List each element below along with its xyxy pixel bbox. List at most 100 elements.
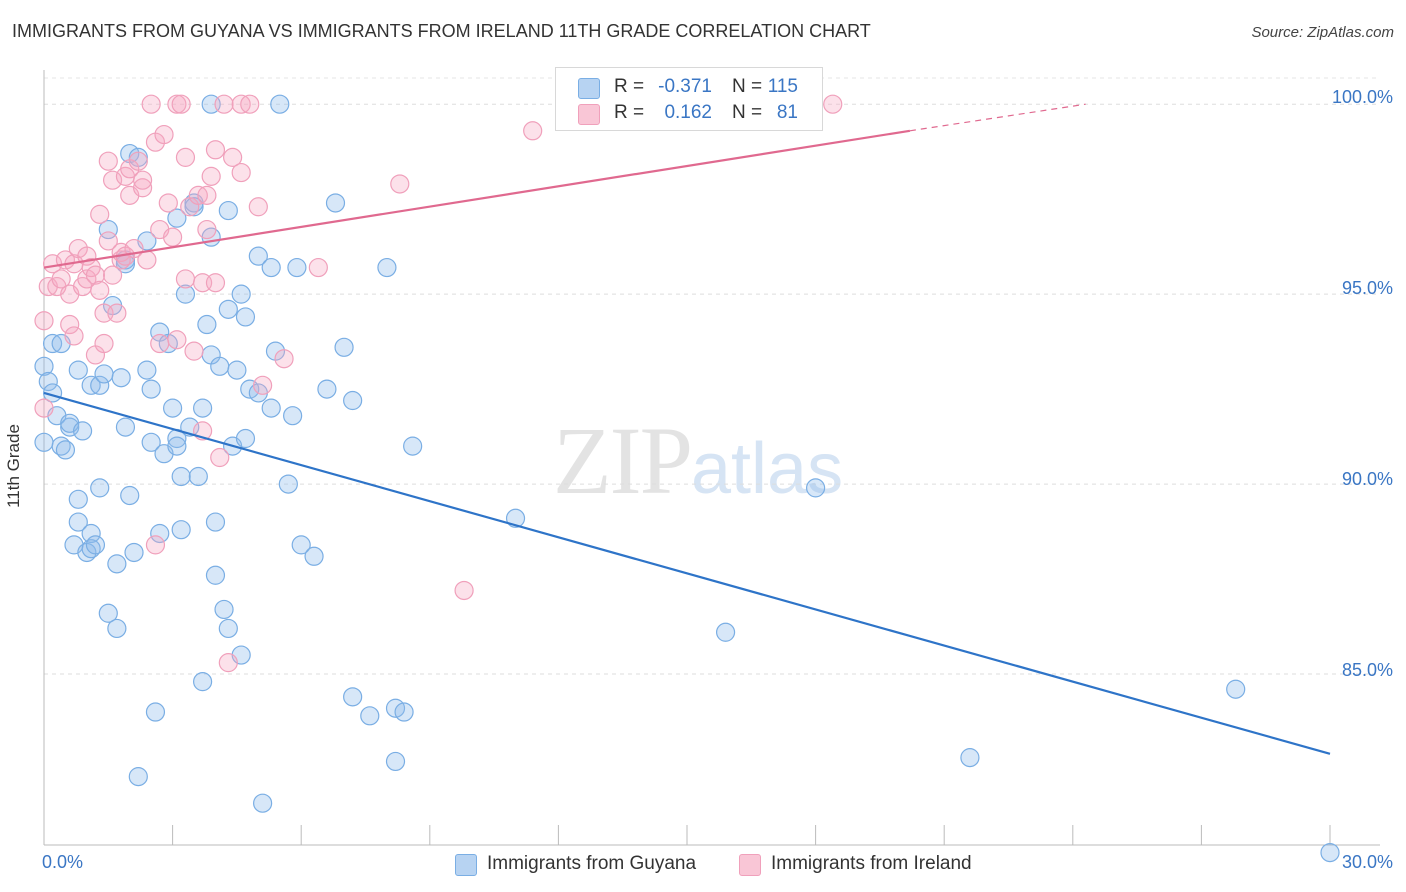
guyana-point <box>98 603 118 623</box>
ireland-point <box>85 265 106 285</box>
guyana-point <box>184 197 204 217</box>
ireland-trend-extension <box>909 103 1086 132</box>
watermark: ZIPatlas <box>553 405 843 516</box>
guyana-point <box>227 360 247 380</box>
guyana-point <box>137 360 157 380</box>
guyana-point <box>377 257 397 278</box>
guyana-point <box>235 428 256 449</box>
guyana-point <box>150 523 170 544</box>
ireland-point <box>145 535 166 555</box>
guyana-point <box>343 687 363 707</box>
guyana-point <box>90 375 110 395</box>
guyana-point <box>141 379 161 399</box>
ireland-point <box>218 653 238 673</box>
ireland-point <box>197 185 217 205</box>
ireland-point <box>90 280 110 300</box>
guyana-point <box>163 398 183 418</box>
guyana-point <box>111 368 131 388</box>
ireland-point <box>223 147 243 167</box>
guyana-point <box>193 672 213 692</box>
x-tick-label-min: 0.0% <box>42 852 84 872</box>
ireland-point <box>51 269 71 289</box>
guyana-point <box>34 432 54 452</box>
guyana-point <box>68 512 88 532</box>
ireland-trend-line <box>43 129 911 269</box>
guyana-point <box>360 706 380 726</box>
guyana-point <box>81 523 101 544</box>
guyana-point <box>115 417 136 437</box>
ireland-point <box>60 314 80 335</box>
guyana-point <box>403 436 423 456</box>
guyana-point <box>94 364 114 384</box>
legend-swatch-blue <box>578 78 600 99</box>
guyana-point <box>394 702 414 722</box>
guyana-point <box>90 478 110 498</box>
ireland-point <box>823 94 843 114</box>
guyana-point <box>218 200 238 221</box>
guyana-point <box>171 520 191 540</box>
guyana-point <box>805 478 826 498</box>
ireland-point <box>98 151 118 171</box>
ireland-point <box>98 231 118 251</box>
ireland-point <box>523 121 543 141</box>
ireland-point <box>205 273 226 293</box>
ireland-point <box>175 269 196 289</box>
ireland-point <box>201 166 221 186</box>
legend-r-value: -0.371 <box>658 76 712 97</box>
bottom-legend-label: Immigrants from Ireland <box>771 853 972 874</box>
ireland-point <box>197 219 217 240</box>
guyana-point <box>214 599 234 620</box>
guyana-point <box>278 474 298 494</box>
guyana-point <box>210 356 230 376</box>
guyana-point <box>334 337 354 357</box>
guyana-point <box>715 622 736 642</box>
ireland-point <box>308 257 328 278</box>
guyana-point <box>291 535 311 555</box>
watermark-atlas: atlas <box>691 429 844 509</box>
legend-n-label: N = <box>732 76 763 97</box>
ireland-point <box>150 333 170 354</box>
bottom-legend-swatch-blue <box>455 854 477 876</box>
guyana-point <box>193 398 213 418</box>
y-tick-label: 100.0% <box>1331 87 1393 107</box>
ireland-point <box>167 94 187 114</box>
guyana-point <box>68 489 88 509</box>
guyana-point <box>205 512 226 532</box>
legend-n-label: N = <box>732 102 763 123</box>
ireland-point <box>184 341 204 361</box>
bottom-legend-label: Immigrants from Guyana <box>487 853 697 874</box>
ireland-point <box>34 311 54 331</box>
ireland-point <box>240 94 260 114</box>
y-tick-label: 95.0% <box>1341 278 1393 298</box>
guyana-point <box>141 432 161 452</box>
ireland-point <box>102 170 123 190</box>
ireland-point <box>390 174 410 194</box>
guyana-point <box>231 284 251 304</box>
guyana-point <box>107 618 127 639</box>
guyana-point <box>85 535 106 555</box>
ireland-point <box>107 303 127 323</box>
source-label: Source: ZipAtlas.com <box>1251 24 1394 41</box>
guyana-point <box>304 546 324 566</box>
guyana-point <box>128 767 148 787</box>
guyana-point <box>218 618 238 639</box>
legend-n-value: 115 <box>767 76 798 97</box>
guyana-point <box>253 793 273 813</box>
guyana-point <box>505 508 526 528</box>
guyana-point <box>197 314 217 335</box>
legend-n-value: 81 <box>776 102 798 123</box>
legend-r-label: R = <box>614 76 645 97</box>
guyana-point <box>960 748 980 768</box>
y-tick-label: 85.0% <box>1341 660 1393 680</box>
guyana-point <box>38 371 58 392</box>
bottom-legend-swatch-pink <box>739 854 761 876</box>
guyana-point <box>68 360 88 380</box>
guyana-point <box>98 219 118 240</box>
guyana-point <box>167 208 187 228</box>
guyana-point <box>1226 679 1246 699</box>
stats-legend: R = -0.371 N = 115 R = 0.162 N = 81 <box>555 67 823 131</box>
ireland-point <box>154 124 174 145</box>
ireland-point <box>102 265 123 285</box>
guyana-point <box>287 257 307 278</box>
guyana-point <box>385 751 406 772</box>
